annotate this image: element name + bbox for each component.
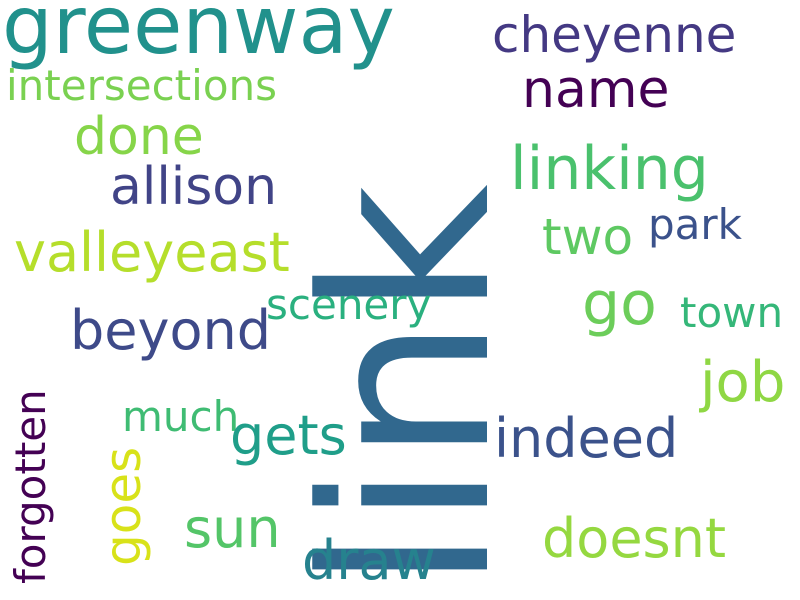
word-valleyeast: valleyeast	[14, 221, 290, 284]
word-two: two	[542, 208, 634, 266]
word-go: go	[582, 269, 657, 339]
word-done: done	[74, 107, 204, 167]
word-sun: sun	[184, 497, 281, 560]
word-town: town	[680, 288, 784, 337]
word-draw: draw	[302, 529, 436, 592]
word-beyond: beyond	[70, 299, 271, 362]
word-name: name	[522, 60, 670, 120]
word-much: much	[122, 392, 240, 441]
word-park: park	[648, 200, 742, 249]
word-cheyenne: cheyenne	[492, 6, 737, 64]
word-gets: gets	[230, 404, 347, 467]
word-allison: allison	[110, 157, 278, 217]
word-intersections: intersections	[6, 61, 278, 110]
word-goes: goes	[94, 446, 152, 566]
word-linking: linking	[510, 134, 709, 204]
word-doesnt: doesnt	[542, 507, 727, 570]
word-scenery: scenery	[266, 280, 432, 329]
word-forgotten: forgotten	[6, 389, 55, 584]
word-greenway: greenway	[2, 0, 395, 72]
word-job: job	[700, 350, 786, 415]
word-indeed: indeed	[494, 407, 679, 470]
